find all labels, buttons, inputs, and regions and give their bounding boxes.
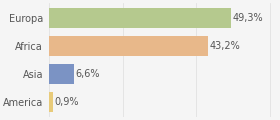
Bar — [49, 36, 208, 56]
Text: 49,3%: 49,3% — [232, 13, 263, 23]
Bar — [49, 92, 53, 112]
Bar — [49, 8, 230, 28]
Text: 6,6%: 6,6% — [75, 69, 100, 79]
Bar — [49, 64, 74, 84]
Text: 0,9%: 0,9% — [54, 97, 79, 107]
Text: 43,2%: 43,2% — [210, 41, 241, 51]
